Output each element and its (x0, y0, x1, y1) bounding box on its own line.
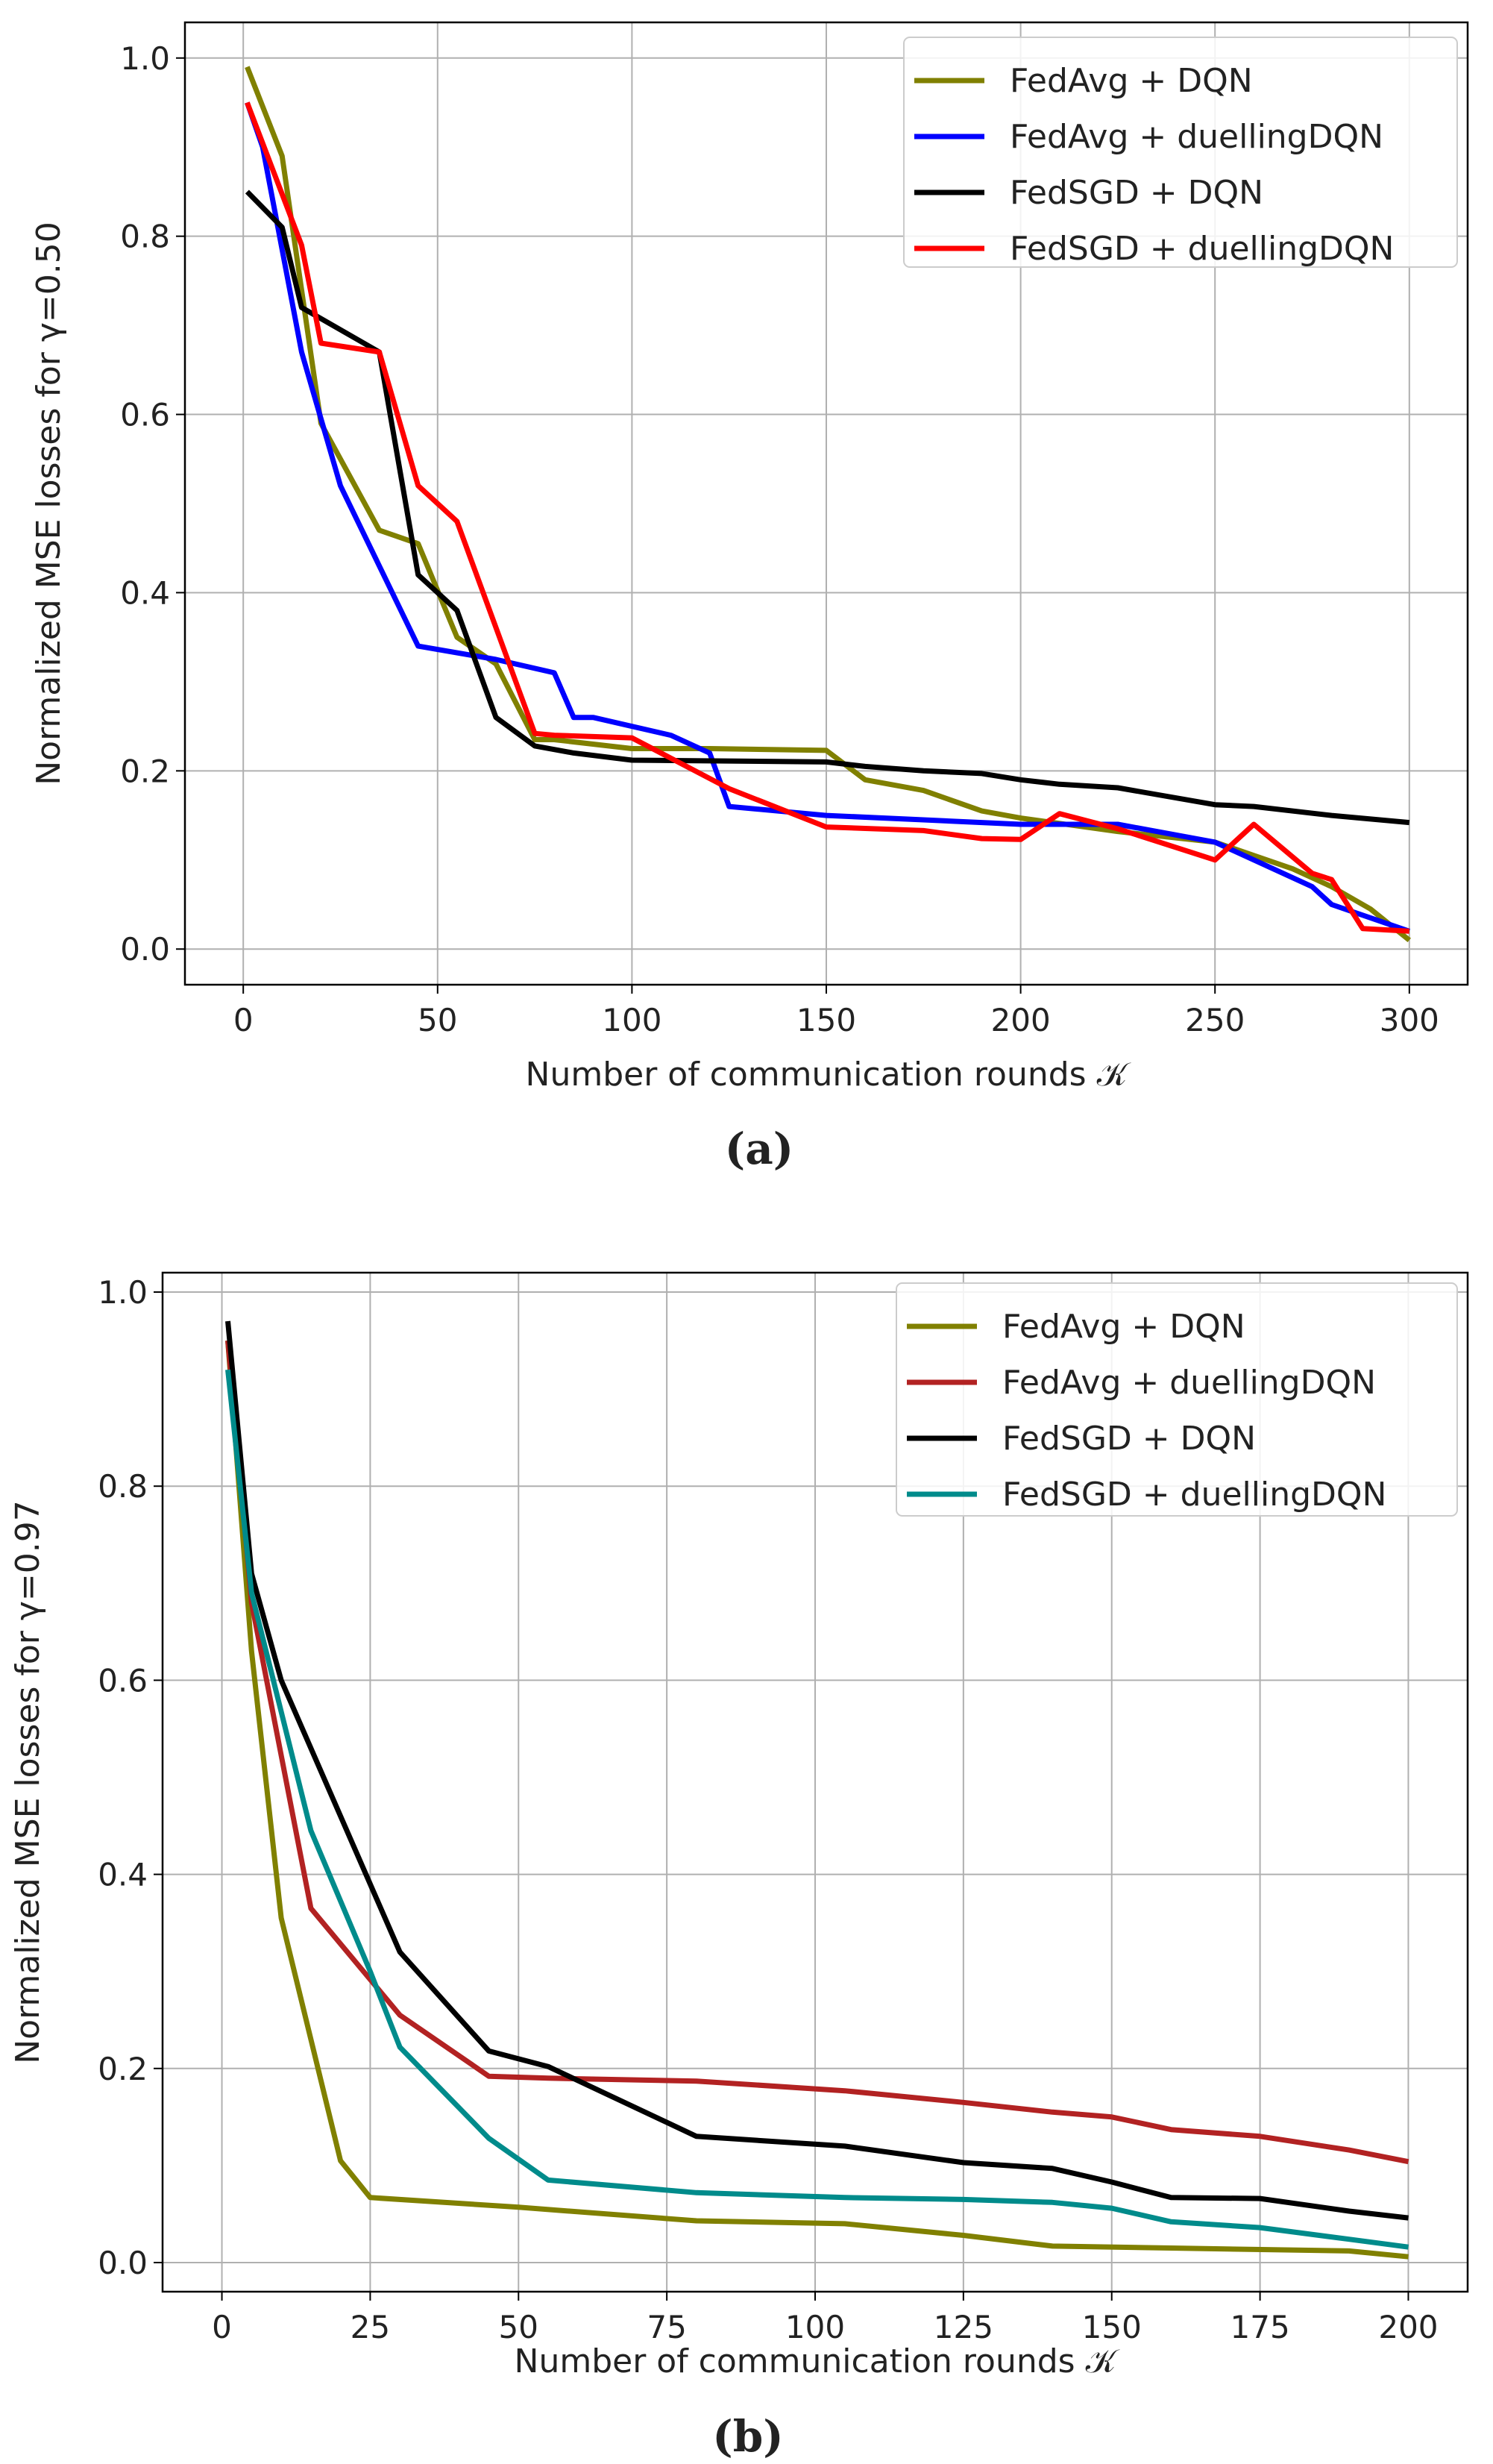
x-tick-label: 100 (785, 2309, 845, 2345)
legend-label: FedAvg + duellingDQN (1010, 118, 1383, 156)
axes-frame (161, 1271, 1469, 2293)
series-line-fedavg-dqn (245, 66, 1411, 943)
legend-label: FedAvg + DQN (1002, 1308, 1245, 1346)
y-tick-label: 0.8 (120, 219, 170, 255)
x-tick-label: 100 (602, 1002, 661, 1038)
y-tick-label: 0.4 (120, 574, 170, 611)
panel-label: (a) (725, 1123, 793, 1174)
y-tick-label: 0.0 (120, 931, 170, 968)
y-tick-label: 1.0 (120, 40, 170, 77)
legend-label: FedAvg + DQN (1010, 62, 1253, 100)
chart-a: 0 50 100 150 200 250 300 0.0 0.2 0.4 0.6 0.8 1.0 FedA… (30, 21, 1469, 1174)
x-axis-label: Number of communication rounds 𝒦 (515, 2342, 1120, 2380)
legend-label: FedSGD + DQN (1002, 1420, 1256, 1458)
x-tick-label: 175 (1230, 2309, 1290, 2345)
legend-label: FedAvg + duellingDQN (1002, 1364, 1376, 1402)
x-tick-label: 150 (1082, 2309, 1142, 2345)
legend-label: FedSGD + duellingDQN (1002, 1476, 1386, 1514)
legend-label: FedSGD + duellingDQN (1010, 230, 1394, 268)
panel-label: (b) (712, 2411, 783, 2462)
y-tick-label: 0.6 (98, 1662, 148, 1699)
y-axis-label: Normalized MSE losses for γ=0.97 (9, 1500, 47, 2064)
series-line-fedsgd-duellingdqn (245, 101, 1409, 934)
series-line-fedavg-duellingdqn (225, 1340, 1409, 2165)
x-tick-label: 250 (1185, 1002, 1245, 1038)
series-line-fedsgd-dqn (245, 189, 1410, 826)
x-tick-label: 125 (934, 2309, 993, 2345)
chart-b: 0 25 50 75 100 125 150 175 200 0.0 0.2 0.4 0.6 0.8 1.0… (9, 1271, 1469, 2462)
y-tick-label: 0.0 (98, 2245, 148, 2281)
x-tick-label: 50 (418, 1002, 457, 1038)
y-tick-label: 0.6 (120, 397, 170, 433)
y-tick-label: 0.2 (98, 2051, 148, 2087)
legend-frame (896, 1282, 1458, 1517)
axes-frame (183, 21, 1469, 986)
x-tick-label: 0 (212, 2309, 232, 2345)
series-line-fedsgd-dqn (225, 1320, 1409, 2221)
x-axis-label: Number of communication rounds 𝒦 (526, 1056, 1131, 1094)
x-tick-label: 200 (991, 1002, 1051, 1038)
x-tick-label: 0 (233, 1002, 254, 1038)
legend: FedAvg + DQN FedAvg + duellingDQN FedSGD +… (903, 37, 1458, 268)
series-line-fedavg-duellingdqn (245, 101, 1410, 934)
y-tick-label: 1.0 (98, 1274, 148, 1311)
x-tick-label: 75 (647, 2309, 686, 2345)
y-tick-label: 0.2 (120, 753, 170, 789)
series-line-fedavg-dqn (225, 1340, 1409, 2260)
legend: FedAvg + DQN FedAvg + duellingDQN FedSGD +… (896, 1282, 1458, 1517)
series-line-fedsgd-duellingdqn (225, 1369, 1409, 2250)
x-tick-label: 150 (796, 1002, 856, 1038)
legend-label: FedSGD + DQN (1010, 174, 1263, 212)
x-tick-label: 300 (1380, 1002, 1439, 1038)
y-tick-label: 0.4 (98, 1857, 148, 1893)
y-tick-label: 0.8 (98, 1468, 148, 1505)
x-tick-label: 50 (499, 2309, 538, 2345)
y-axis-label: Normalized MSE losses for γ=0.50 (30, 222, 68, 786)
legend-frame (903, 37, 1458, 268)
x-tick-label: 200 (1378, 2309, 1438, 2345)
x-tick-label: 25 (351, 2309, 390, 2345)
